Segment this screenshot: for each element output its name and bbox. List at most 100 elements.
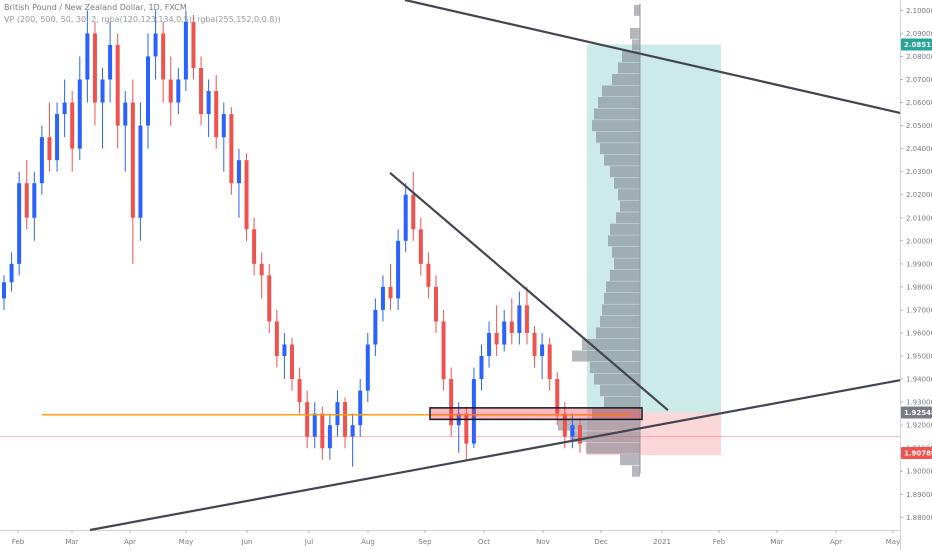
candle-up[interactable] [236, 160, 241, 184]
candle-up[interactable] [540, 344, 545, 357]
candle-down[interactable] [320, 413, 325, 449]
candle-down[interactable] [343, 402, 348, 437]
candle-up[interactable] [55, 114, 60, 161]
volume-profile-bar [614, 258, 640, 270]
candle-up[interactable] [123, 102, 128, 126]
candle-up[interactable] [570, 425, 575, 437]
volume-profile-bar [590, 362, 640, 374]
candle-down[interactable] [524, 305, 529, 333]
candle-up[interactable] [9, 263, 14, 283]
candle-up[interactable] [183, 21, 188, 80]
candle-up[interactable] [312, 413, 317, 437]
candle-up[interactable] [85, 33, 90, 80]
candle-up[interactable] [358, 390, 363, 426]
candle-down[interactable] [191, 21, 196, 68]
candle-up[interactable] [100, 79, 105, 103]
volume-profile-bar [618, 189, 640, 201]
symbol-title[interactable]: British Pound / New Zealand Dollar, 1D, … [4, 3, 187, 12]
candle-down[interactable] [70, 102, 75, 149]
candle-up[interactable] [502, 321, 507, 345]
upper-trendline[interactable] [404, 0, 901, 114]
candle-down[interactable] [464, 413, 469, 444]
candle-up[interactable] [282, 344, 287, 357]
candle-down[interactable] [130, 102, 135, 218]
candle-down[interactable] [290, 344, 294, 380]
candle-down[interactable] [168, 79, 173, 103]
candle-down[interactable] [229, 114, 234, 184]
candle-down[interactable] [578, 425, 582, 444]
candle-down[interactable] [441, 321, 446, 380]
candle-down[interactable] [252, 229, 257, 264]
candle-down[interactable] [532, 332, 537, 357]
volume-profile-bar [600, 385, 640, 397]
candle-up[interactable] [77, 79, 82, 149]
candle-down[interactable] [434, 286, 438, 322]
candle-up[interactable] [62, 102, 67, 115]
candle-down[interactable] [161, 33, 166, 80]
y-tick-label: 1.88000 [906, 514, 932, 522]
candle-up[interactable] [32, 183, 37, 218]
candle-up[interactable] [39, 137, 44, 184]
candle-down[interactable] [47, 137, 52, 161]
candle-up[interactable] [396, 240, 401, 299]
volume-profile-bar [596, 131, 640, 143]
candle-up[interactable] [327, 425, 332, 449]
candle-down[interactable] [92, 33, 97, 103]
volume-profile-bar [604, 154, 640, 166]
candle-down[interactable] [509, 321, 514, 333]
indicator-label[interactable]: VP (200, 500, 50, 30, 2, rgba(120,123,13… [4, 15, 281, 24]
candle-down[interactable] [274, 321, 279, 357]
candle-down[interactable] [24, 183, 29, 218]
candle-up[interactable] [108, 44, 113, 80]
volume-profile-bar [634, 4, 640, 16]
candle-up[interactable] [2, 282, 6, 299]
y-tick-label: 2.08000 [906, 53, 932, 61]
candle-up[interactable] [17, 183, 22, 264]
candle-up[interactable] [517, 305, 522, 333]
candle-down[interactable] [297, 379, 302, 403]
candle-down[interactable] [494, 332, 499, 345]
candle-up[interactable] [138, 125, 143, 218]
volume-profile-bar [594, 373, 640, 385]
descending-trendline[interactable] [389, 171, 669, 412]
candle-up[interactable] [365, 344, 370, 391]
volume-profile-bar [610, 166, 640, 178]
volume-profile-bar [604, 396, 640, 408]
candle-down[interactable] [547, 344, 552, 380]
candle-down[interactable] [555, 379, 560, 414]
candle-up[interactable] [403, 194, 408, 241]
lower-trendline[interactable] [89, 379, 901, 532]
candle-up[interactable] [146, 56, 150, 126]
candle-down[interactable] [449, 379, 454, 426]
candle-down[interactable] [388, 286, 393, 299]
candle-up[interactable] [487, 332, 492, 357]
candle-up[interactable] [206, 91, 211, 115]
candle-down[interactable] [244, 160, 249, 230]
candle-up[interactable] [350, 425, 355, 437]
candle-up[interactable] [479, 356, 484, 380]
support-zone[interactable] [429, 407, 643, 421]
y-tick-label: 1.99000 [906, 260, 932, 268]
candle-down[interactable] [411, 194, 416, 230]
candle-down[interactable] [199, 67, 204, 115]
candle-up[interactable] [335, 402, 340, 426]
candle-up[interactable] [153, 33, 158, 57]
candle-down[interactable] [267, 275, 272, 322]
volume-profile-bar [632, 39, 640, 51]
candle-up[interactable] [176, 79, 181, 103]
candle-down[interactable] [305, 402, 310, 437]
candle-down[interactable] [214, 91, 219, 138]
candle-down[interactable] [115, 44, 120, 126]
x-tick-label: Jul [304, 538, 314, 546]
candle-down[interactable] [426, 263, 431, 287]
candle-down[interactable] [562, 413, 567, 437]
x-tick-label: Dec [594, 538, 608, 546]
candle-up[interactable] [221, 114, 226, 138]
candle-down[interactable] [259, 263, 264, 276]
candle-down[interactable] [418, 229, 423, 264]
volume-profile-bar [558, 419, 640, 431]
candle-up[interactable] [373, 309, 378, 345]
candle-up[interactable] [471, 379, 476, 444]
candle-up[interactable] [380, 286, 385, 310]
